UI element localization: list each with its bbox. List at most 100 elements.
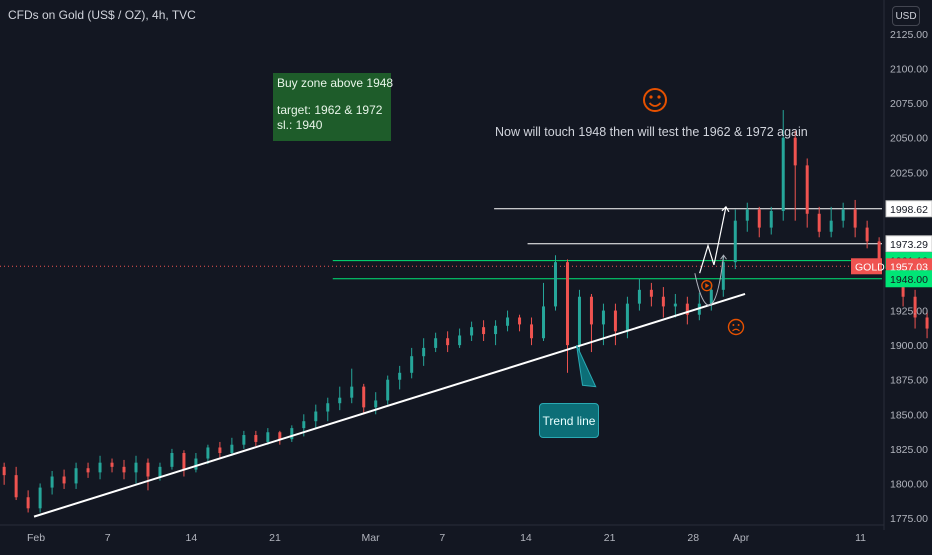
- candle-body: [2, 466, 6, 476]
- level-label-1998: 1998.62: [890, 204, 928, 216]
- candle-body: [74, 468, 78, 484]
- buy-zone-line: Buy zone above 1948: [277, 76, 394, 90]
- candle-body: [38, 487, 42, 509]
- price-tick-label: 2100.00: [890, 64, 928, 76]
- candle-body: [841, 209, 845, 221]
- candle-body: [374, 400, 378, 408]
- candle-body: [877, 241, 881, 263]
- symbol-tag: GOLD: [855, 261, 885, 273]
- candle-body: [781, 137, 785, 212]
- trend-line-label: Trend line: [539, 403, 599, 438]
- candle-body: [482, 327, 486, 335]
- candle-body: [601, 310, 605, 325]
- candle-body: [242, 435, 246, 445]
- candle-body: [230, 444, 234, 454]
- candle-body: [350, 386, 354, 398]
- forecast-callout: Now will touch 1948 then will test the 1…: [495, 125, 808, 139]
- price-tick-label: 2025.00: [890, 167, 928, 179]
- candle-body: [206, 447, 210, 459]
- currency-button[interactable]: USD: [892, 6, 920, 26]
- candle-body: [146, 462, 150, 477]
- time-tick-label: 21: [604, 532, 616, 544]
- level-label-1948: 1948.00: [890, 274, 928, 286]
- candle-body: [542, 306, 546, 339]
- candle-body: [745, 209, 749, 221]
- candle-body: [853, 209, 857, 228]
- projection-path: [699, 206, 727, 274]
- candle-body: [913, 296, 917, 318]
- price-tick-label: 1900.00: [890, 340, 928, 352]
- candle-body: [302, 421, 306, 429]
- candle-body: [925, 317, 929, 329]
- happy-face-mouth: [648, 102, 662, 107]
- sad-face-icon: [727, 318, 745, 336]
- candle-body: [709, 289, 713, 304]
- candle-body: [98, 462, 102, 473]
- candle-body: [110, 462, 114, 467]
- candle-body: [122, 466, 126, 473]
- candle-body: [518, 317, 522, 325]
- candle-body: [769, 211, 773, 228]
- candle-body: [26, 497, 30, 509]
- candle-body: [182, 453, 186, 470]
- time-tick-label: 14: [520, 532, 532, 544]
- symbol-tag-bg: [851, 258, 882, 275]
- level-label-1948-bg: [885, 270, 932, 288]
- candle-body: [553, 262, 557, 307]
- candle-body: [386, 379, 390, 401]
- alternative-path: [694, 255, 725, 306]
- candle-body: [266, 432, 270, 442]
- candle-body: [458, 335, 462, 346]
- happy-face-eye: [649, 95, 653, 99]
- candle-body: [757, 209, 761, 228]
- price-tick-label: 1800.00: [890, 478, 928, 490]
- price-tick-label: 1850.00: [890, 409, 928, 421]
- sad-face-eye: [732, 324, 735, 326]
- play-marker-triangle: [705, 283, 710, 289]
- candle-body: [446, 338, 450, 346]
- time-tick-label: Apr: [733, 532, 750, 544]
- price-tick-label: 1775.00: [890, 513, 928, 525]
- candle-body: [50, 476, 54, 488]
- price-tick-label: 1825.00: [890, 444, 928, 456]
- candle-body: [290, 428, 294, 440]
- level-label-1998-bg: [885, 200, 932, 218]
- candle-body: [398, 372, 402, 380]
- smiley-face-icon: [643, 88, 667, 112]
- candle-body: [829, 220, 833, 232]
- candle-body: [577, 296, 581, 346]
- sad-face-eye: [737, 324, 740, 326]
- time-tick-label: 28: [687, 532, 699, 544]
- candle-body: [865, 227, 869, 242]
- chart-title: CFDs on Gold (US$ / OZ), 4h, TVC: [8, 8, 196, 22]
- candle-body: [362, 386, 366, 408]
- level-label-1973-bg: [885, 235, 932, 253]
- candle-body: [721, 262, 725, 290]
- candle-body: [170, 453, 174, 467]
- candle-body: [637, 289, 641, 304]
- candle-body: [565, 262, 569, 346]
- candle-body: [817, 213, 821, 232]
- trend-label-pointer: [576, 344, 597, 388]
- price-tick-label: 2125.00: [890, 29, 928, 41]
- candle-body: [673, 303, 677, 307]
- alternative-arrowhead: [720, 254, 727, 260]
- time-tick-label: Mar: [362, 532, 381, 544]
- candle-body: [506, 317, 510, 326]
- candle-body: [685, 303, 689, 315]
- time-tick-label: Feb: [27, 532, 45, 544]
- happy-face-eye: [657, 95, 661, 99]
- candle-body: [613, 310, 617, 332]
- time-tick-label: 21: [269, 532, 281, 544]
- price-tick-label: 2050.00: [890, 133, 928, 145]
- candle-body: [470, 327, 474, 336]
- candle-body: [589, 296, 593, 325]
- candle-body: [733, 220, 737, 263]
- candle-body: [62, 476, 66, 484]
- target-line: target: 1962 & 1972: [277, 103, 383, 117]
- candle-body: [530, 324, 534, 339]
- candle-body: [158, 466, 162, 477]
